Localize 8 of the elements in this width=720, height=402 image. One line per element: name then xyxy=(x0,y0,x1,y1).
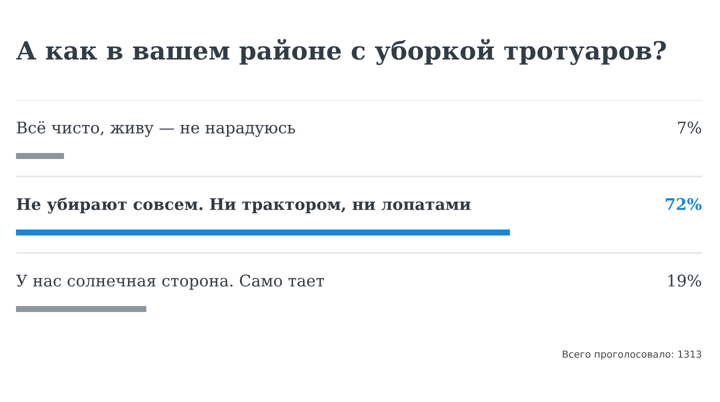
chart-title: А как в вашем районе с уборкой тротуаров? xyxy=(16,38,666,66)
text: Всего проголосовало: 1313 xyxy=(562,350,702,360)
y-tick-label: Всё чисто, живу — не нарадуюсь xyxy=(16,121,296,137)
y-tick-label: Не убирают совсем. Ни трактором, ни лопатами xyxy=(16,198,471,214)
data-label: 72% xyxy=(666,198,702,210)
data-label: 7% xyxy=(678,122,702,134)
data-label: 19% xyxy=(668,274,702,287)
y-tick-label: У нас солнечная сторона. Само тает xyxy=(16,274,324,290)
